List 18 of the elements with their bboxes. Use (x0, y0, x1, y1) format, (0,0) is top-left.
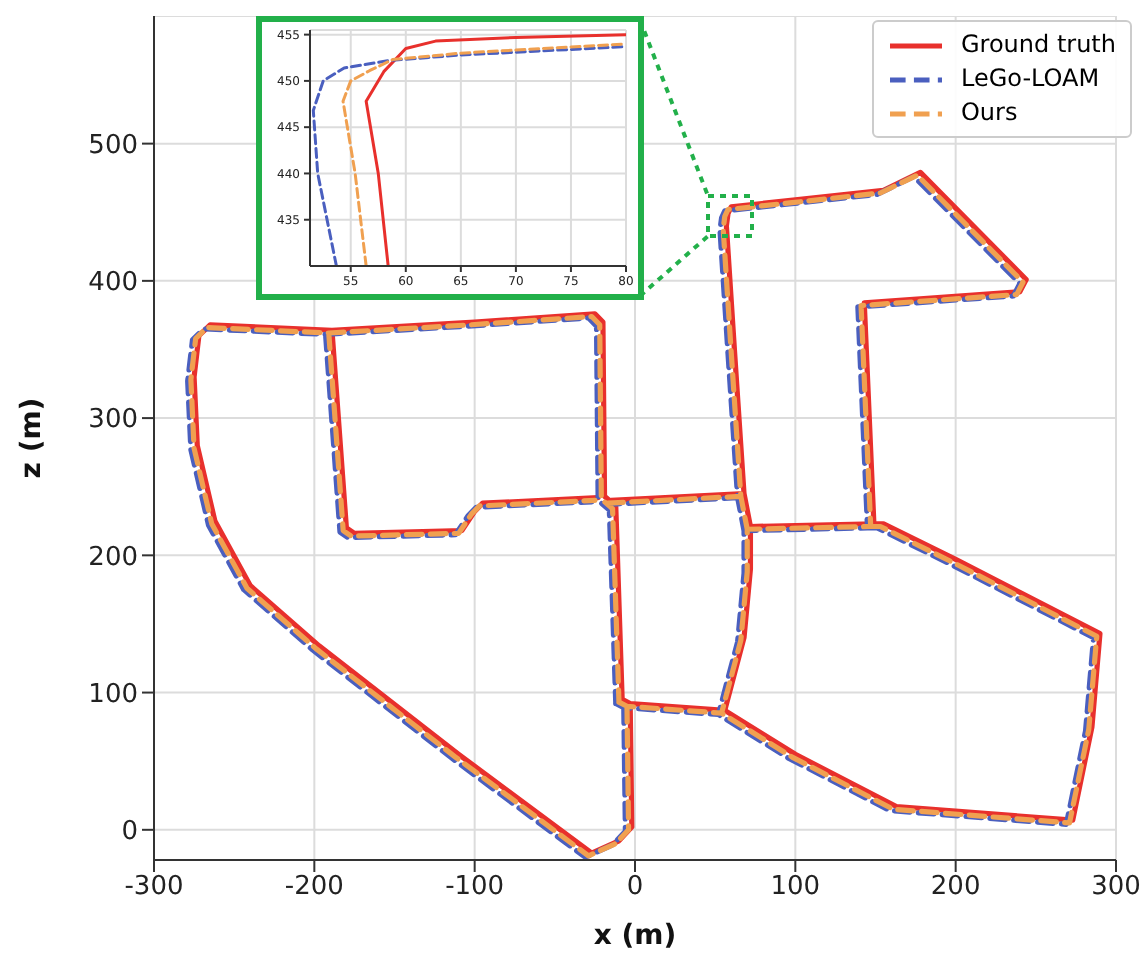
x-tick-label: -100 (445, 872, 505, 903)
y-tick-label: 100 (88, 679, 138, 710)
x-tick-label: -200 (284, 872, 344, 903)
x-axis-title: x (m) (593, 920, 677, 952)
y-tick-label: 300 (88, 405, 138, 436)
legend-label: Ground truth (960, 28, 1116, 62)
y-axis-title: z (m) (15, 397, 48, 479)
y-tick-label: 0 (121, 817, 138, 848)
y-tick-label: 200 (88, 542, 138, 573)
legend-label: LeGo-LOAM (960, 62, 1100, 96)
x-tick-label: 300 (1091, 872, 1141, 903)
x-tick-label: 100 (770, 872, 821, 903)
x-tick-label: 200 (930, 872, 981, 903)
legend-label: Ours (960, 96, 1018, 130)
x-tick-label: -300 (124, 872, 184, 903)
y-tick-label: 500 (88, 130, 138, 161)
x-tick-label: 0 (626, 872, 644, 903)
y-tick-label: 400 (88, 268, 138, 299)
